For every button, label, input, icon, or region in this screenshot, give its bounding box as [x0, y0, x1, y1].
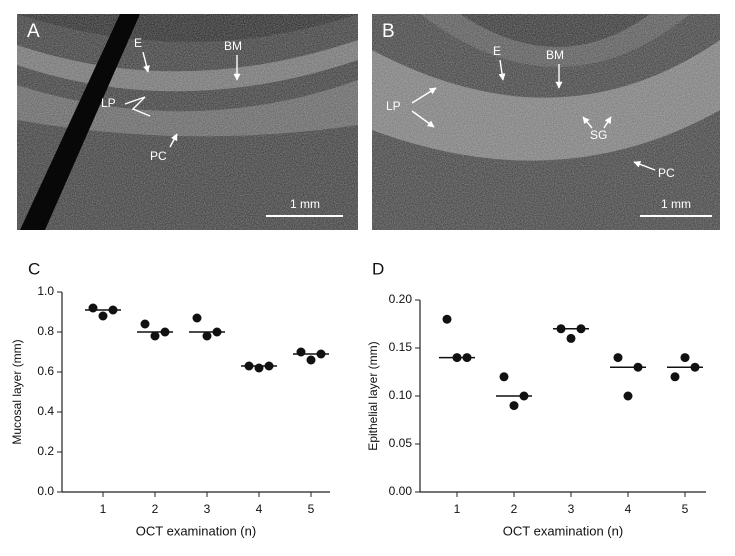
data-point [556, 324, 566, 334]
image-label: SG [590, 128, 607, 142]
image-label: BM [546, 48, 564, 62]
y-tick-label: 0.10 [389, 388, 413, 402]
panel-letter: B [382, 21, 395, 42]
x-tick-label: 1 [454, 502, 461, 516]
data-point [316, 349, 326, 359]
data-point [202, 331, 212, 341]
y-tick-label: 0.4 [37, 404, 54, 418]
arrow [169, 133, 178, 148]
x-tick-label: 1 [100, 502, 107, 516]
data-point [244, 361, 254, 371]
y-tick-label: 1.0 [37, 284, 54, 298]
arrow [142, 51, 150, 73]
data-point [140, 319, 150, 329]
arrow [411, 87, 437, 104]
arrow [603, 116, 612, 129]
panel-label: D [372, 259, 384, 278]
data-point [670, 372, 680, 382]
arrow [498, 59, 506, 81]
y-tick-label: 0.8 [37, 324, 54, 338]
data-point [264, 361, 274, 371]
image-label: E [134, 36, 142, 50]
x-tick-label: 5 [682, 502, 689, 516]
data-point [452, 353, 462, 363]
y-tick-label: 0.2 [37, 444, 54, 458]
x-axis-label: OCT examination (n) [136, 523, 256, 538]
y-tick-label: 0.20 [389, 292, 413, 306]
scale-bar-label: 1 mm [290, 197, 320, 211]
data-point [680, 353, 690, 363]
arrow [411, 110, 435, 128]
x-tick-label: 4 [256, 502, 263, 516]
data-point [633, 362, 643, 372]
y-tick-label: 0.05 [389, 436, 413, 450]
data-point [623, 391, 633, 401]
y-axis-label: Epithelial layer (mm) [366, 341, 380, 450]
data-point [566, 333, 576, 343]
data-point [613, 353, 623, 363]
x-axis-label: OCT examination (n) [503, 523, 623, 538]
data-point [442, 314, 452, 324]
data-point [254, 363, 264, 373]
scale-bar-label: 1 mm [661, 197, 691, 211]
panel-letter: A [27, 21, 40, 42]
data-point [98, 311, 108, 321]
y-axis-label: Mucosal layer (mm) [10, 339, 24, 444]
image-label: E [493, 44, 501, 58]
data-point [462, 353, 472, 363]
data-point [509, 401, 519, 411]
data-point [690, 362, 700, 372]
data-point [212, 327, 222, 337]
image-label: BM [224, 39, 242, 53]
data-point [576, 324, 586, 334]
data-point [296, 347, 306, 357]
y-tick-label: 0.6 [37, 364, 54, 378]
data-point [519, 391, 529, 401]
x-tick-label: 2 [511, 502, 518, 516]
y-tick-label: 0.0 [37, 484, 54, 498]
x-tick-label: 3 [568, 502, 575, 516]
x-tick-label: 3 [204, 502, 211, 516]
oct-image-a [17, 14, 358, 230]
image-label: LP [386, 99, 401, 113]
image-label: PC [150, 149, 167, 163]
image-label: PC [658, 166, 675, 180]
arrow [124, 96, 151, 117]
data-point [306, 355, 316, 365]
data-point [150, 331, 160, 341]
data-point [192, 313, 202, 323]
arrow [633, 160, 656, 171]
data-point [499, 372, 509, 382]
data-point [88, 303, 98, 313]
x-tick-label: 5 [308, 502, 315, 516]
y-tick-label: 0.15 [389, 340, 413, 354]
arrow [582, 116, 593, 129]
data-point [160, 327, 170, 337]
y-tick-label: 0.00 [389, 484, 413, 498]
panel-label: C [28, 259, 40, 278]
x-tick-label: 4 [625, 502, 632, 516]
x-tick-label: 2 [152, 502, 159, 516]
data-point [108, 305, 118, 315]
image-label: LP [101, 96, 116, 110]
